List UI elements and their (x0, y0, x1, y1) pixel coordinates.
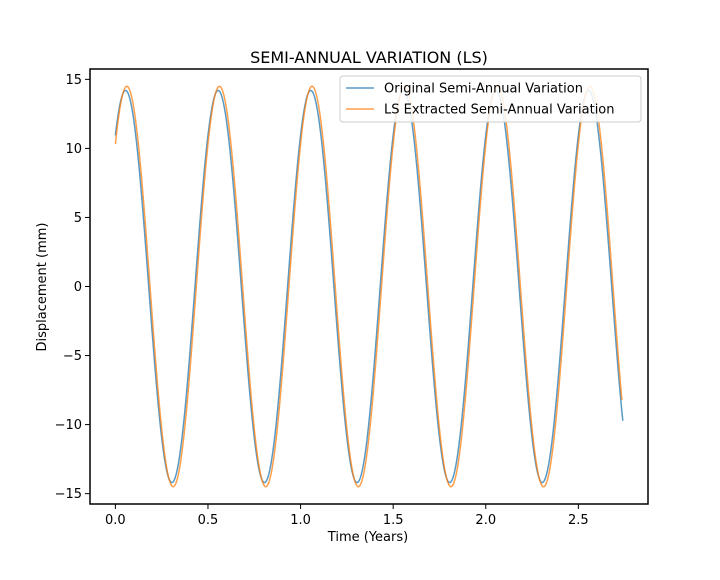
legend-label-2: LS Extracted Semi-Annual Variation (384, 103, 615, 118)
y-axis-label: Displacement (mm) (35, 223, 50, 352)
y-tick-label: −15 (55, 487, 82, 502)
x-axis-label: Time (Years) (327, 530, 408, 545)
plot-area: 0.0 0.5 1.0 1.5 2.0 2.5 −15 −10 −5 0 5 10 15 Original… (55, 68, 649, 528)
x-tick-label: 1.0 (290, 513, 311, 528)
series-lines (114, 85, 624, 488)
x-tick-label: 1.5 (383, 513, 404, 528)
x-tick-label: 0.5 (198, 513, 219, 528)
y-tick-label: 0 (74, 280, 82, 295)
y-tick-label: 5 (74, 211, 82, 226)
y-tick-label: −10 (55, 418, 82, 433)
y-tick-label: 10 (65, 142, 82, 157)
series-line-2 (114, 85, 623, 488)
x-tick-label: 0.0 (105, 513, 126, 528)
x-tick-label: 2.0 (475, 513, 496, 528)
x-tick-label: 2.5 (568, 513, 589, 528)
y-tick-label: 15 (65, 73, 82, 88)
legend-label-1: Original Semi-Annual Variation (384, 82, 583, 97)
y-tick-label: −5 (63, 349, 82, 364)
legend: Original Semi-Annual Variation LS Extract… (339, 75, 642, 123)
legend-box (339, 75, 642, 123)
chart-title: SEMI-ANNUAL VARIATION (LS) (250, 48, 488, 67)
